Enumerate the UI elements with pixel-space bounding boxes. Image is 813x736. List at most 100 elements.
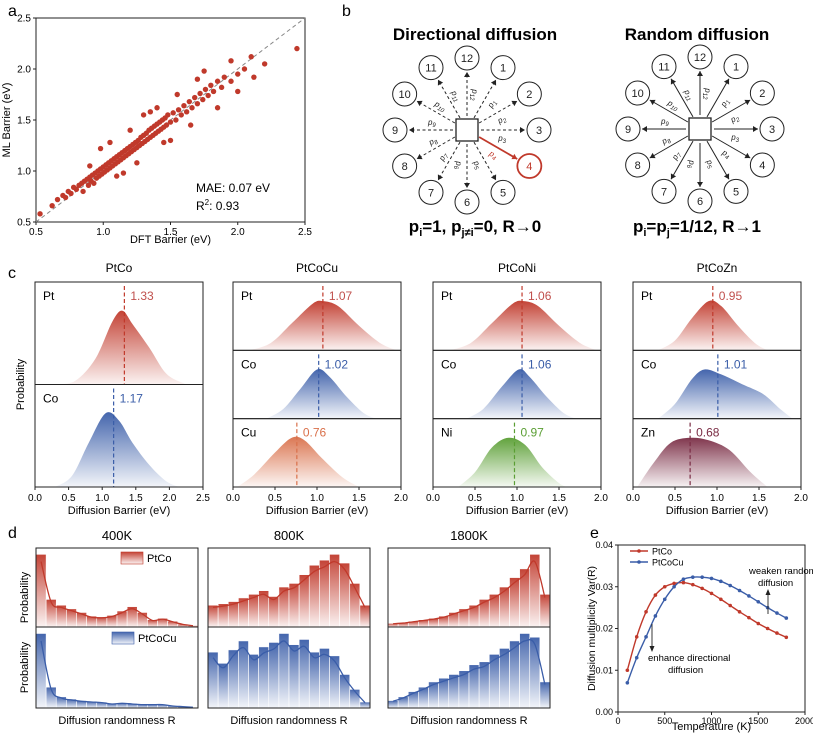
prob-sub: 12: [701, 93, 707, 100]
prob-label-6: p6: [452, 160, 463, 169]
node-label-5: 5: [733, 186, 739, 198]
scatter-point: [134, 160, 140, 166]
annotation-arrowhead-1: [649, 646, 655, 652]
node-label-8: 8: [402, 161, 408, 173]
prob-p: p: [682, 87, 693, 97]
x-tick-label: 1.5: [352, 493, 366, 504]
mean-value-Cu: 0.76: [303, 426, 327, 440]
prob-label-3: p3: [730, 133, 739, 144]
series-point-PtCo: [737, 610, 742, 614]
arrow-head-3: [520, 127, 525, 133]
diffusion-arrow-5: [706, 140, 730, 180]
prob-label-5: p5: [469, 158, 483, 172]
x-tick-label: 2.5: [196, 493, 210, 504]
node-circle-4: [749, 152, 775, 178]
prob-sub: 1: [726, 100, 733, 106]
histogram-bar-PtCoCu: [478, 661, 490, 709]
series-point-PtCo: [634, 635, 639, 639]
legend-label-PtCoCu: PtCoCu: [652, 558, 684, 568]
r2-letter: R: [196, 199, 205, 213]
scatter-point: [183, 109, 190, 115]
node-label-11: 11: [658, 62, 669, 74]
scatter-point: [228, 78, 234, 84]
mean-value-Pt: 1.33: [130, 289, 154, 303]
scatter-point: [54, 196, 61, 203]
arrow-head-4: [511, 153, 518, 160]
scatter-point: [85, 182, 92, 188]
scatter-point: [214, 78, 221, 84]
series-point-PtCoCu: [775, 611, 779, 615]
node-circle-1: [723, 54, 749, 80]
scatter-point: [251, 74, 257, 80]
prob-sub: 11: [683, 94, 691, 102]
scatter-point: [294, 45, 300, 52]
histogram-bar-PtCoCu: [329, 655, 340, 709]
kde-curve-PtCo: [212, 560, 366, 609]
mean-value-Pt: 1.06: [528, 289, 552, 303]
arrow-head-7: [670, 173, 677, 180]
histogram-bar-PtCo: [539, 593, 551, 628]
mean-value-Co: 1.01: [724, 357, 748, 371]
density-area-Ni: [458, 437, 568, 487]
prob-label-12: p12: [701, 87, 712, 100]
arrow-head-4: [744, 152, 751, 159]
scatter-point: [235, 88, 241, 95]
node-label-10: 10: [632, 88, 644, 100]
arrow-head-1: [723, 78, 730, 85]
diffusion-arrow-10: [416, 100, 456, 124]
prob-sub: 7: [677, 152, 684, 158]
directional-diagram: 1p12p23p34p45p56p67p78p89p910p1011p1112p…: [382, 45, 552, 215]
series-point-PtCoCu: [644, 635, 648, 639]
x-axis-label: Temperature (K): [672, 721, 751, 733]
scatter-point: [147, 109, 154, 115]
prob-p: p: [437, 154, 448, 164]
series-point-PtCoCu: [662, 597, 667, 602]
legend-swatch-ptcocu: [111, 631, 135, 645]
arrow-head-5: [490, 174, 497, 181]
x-axis-label: Diffusion Barrier (eV): [68, 505, 171, 517]
histogram-bar-PtCoCu: [207, 651, 219, 709]
prob-label-9: p9: [427, 118, 436, 129]
element-label-Zn: Zn: [641, 426, 655, 440]
prob-p: p: [427, 118, 433, 127]
scatter-point: [200, 96, 206, 103]
x-axis-label: Diffusion randomness R: [410, 715, 527, 727]
diffusion-arrow-8: [649, 135, 689, 159]
scatter-point: [127, 127, 133, 133]
prob-label-3: p3: [497, 134, 506, 145]
directional-title: Directional diffusion: [393, 25, 557, 44]
x-tick-label: 2.0: [162, 493, 176, 504]
series-point-PtCo: [672, 581, 676, 586]
x-tick-label: 2000: [795, 716, 813, 726]
x-tick-label: 2.0: [594, 493, 608, 504]
histogram-bar-PtCo: [288, 583, 300, 628]
prob-p: p: [703, 87, 712, 93]
node-circle-12: [454, 45, 480, 71]
y-tick-label: 1.5: [17, 116, 31, 127]
histogram-bar-PtCo: [359, 604, 371, 628]
node-circle-8: [392, 153, 418, 179]
prob-p: p: [471, 158, 482, 168]
mean-value-Pt: 1.07: [329, 289, 353, 303]
histogram-bar-PtCo: [329, 554, 340, 628]
arrow-head-9: [642, 126, 647, 132]
x-tick-label: 1.5: [164, 227, 178, 238]
node-circle-5: [723, 178, 749, 204]
diffusion-arrow-4: [711, 135, 751, 159]
kde-curve-PtCoCu: [40, 640, 193, 708]
node-label-10: 10: [399, 89, 411, 101]
prob-p: p: [497, 134, 503, 143]
diffusion-arrow-4: [478, 136, 518, 160]
scatter-point: [210, 88, 217, 95]
prob-sub: 6: [685, 165, 691, 169]
series-point-PtCo: [691, 582, 695, 587]
node-label-4: 4: [526, 161, 532, 173]
mean-value-Pt: 0.95: [719, 289, 743, 303]
node-circle-11: [418, 55, 444, 81]
node-label-9: 9: [392, 125, 398, 137]
histogram-bar-PtCoCu: [319, 648, 330, 709]
scatter-point: [235, 71, 241, 77]
prob-p: p: [665, 98, 675, 109]
random-diagram: 1p12p23p34p45p56p67p78p89p910p1011p1112p…: [615, 44, 785, 214]
node-label-6: 6: [697, 196, 703, 208]
